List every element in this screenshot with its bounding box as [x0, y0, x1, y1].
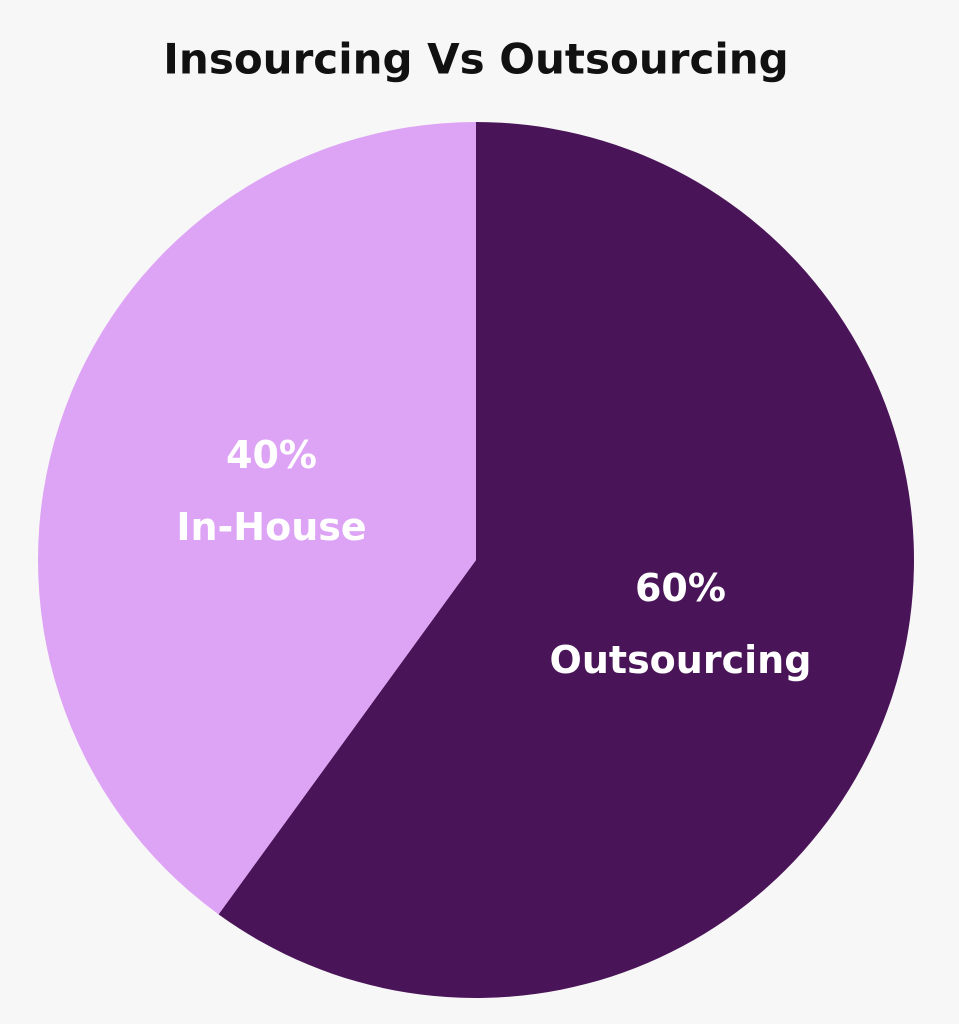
slice-category-label: In-House: [176, 505, 366, 549]
slice-value-label: 60%: [635, 566, 726, 610]
chart-title: Insourcing Vs Outsourcing: [163, 35, 788, 84]
slice-value-label: 40%: [226, 433, 317, 477]
slice-category-label: Outsourcing: [550, 638, 812, 682]
pie-slice: [218, 122, 915, 999]
pie-slice: [38, 122, 477, 915]
